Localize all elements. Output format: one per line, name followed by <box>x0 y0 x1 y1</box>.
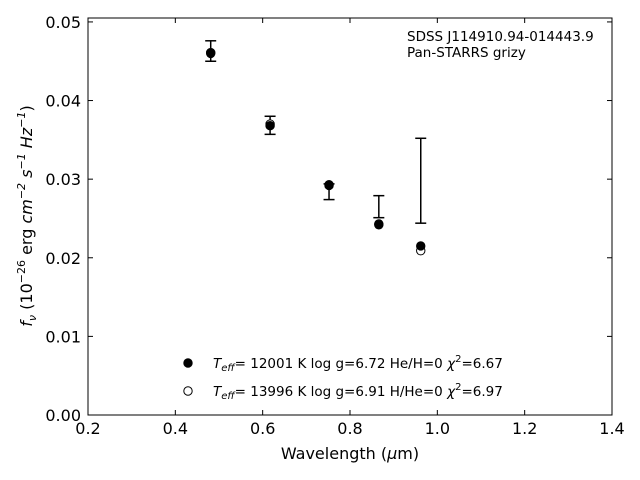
object-name-annotation: SDSS J114910.94-014443.9 <box>407 29 594 45</box>
y-tick-label: 0.01 <box>45 327 81 346</box>
x-axis: 0.2 0.4 0.6 0.8 1.0 1.2 1.4 <box>75 18 625 438</box>
x-tick-label: 0.4 <box>163 419 188 438</box>
data-point-filled <box>265 121 275 131</box>
y-tick-label: 0.00 <box>45 406 81 425</box>
y-axis-title: fν (10−26 erg cm−2 s−1 Hz−1) <box>15 105 39 326</box>
y-tick-label: 0.05 <box>45 13 81 32</box>
x-tick-label: 0.2 <box>75 419 100 438</box>
y-tick-label: 0.02 <box>45 249 81 268</box>
y-tick-label: 0.03 <box>45 170 81 189</box>
legend-marker-filled <box>183 358 193 368</box>
x-tick-label: 0.8 <box>337 419 362 438</box>
legend-label-open: Teff= 13996 K log g=6.91 H/He=0 χ2=6.97 <box>213 382 503 402</box>
x-tick-label: 1.2 <box>512 419 537 438</box>
x-tick-label: 1.4 <box>599 419 624 438</box>
x-tick-label: 1.0 <box>425 419 450 438</box>
legend: Teff= 12001 K log g=6.72 He/H=0 χ2=6.67 … <box>183 354 503 402</box>
survey-annotation: Pan-STARRS grizy <box>407 45 526 61</box>
y-tick-label: 0.04 <box>45 92 81 111</box>
y-axis: 0.00 0.01 0.02 0.03 0.04 0.05 <box>45 13 612 425</box>
model-filled-points <box>206 48 426 251</box>
x-axis-title: Wavelength (μm) <box>281 444 419 463</box>
data-point-filled <box>374 220 384 230</box>
data-point-filled <box>416 241 426 251</box>
data-point-filled <box>324 180 334 191</box>
data-point-filled <box>206 48 216 59</box>
plot-area <box>87 17 613 416</box>
legend-label-filled: Teff= 12001 K log g=6.72 He/H=0 χ2=6.67 <box>213 354 503 374</box>
x-tick-label: 0.6 <box>250 419 275 438</box>
legend-marker-open <box>183 386 193 396</box>
